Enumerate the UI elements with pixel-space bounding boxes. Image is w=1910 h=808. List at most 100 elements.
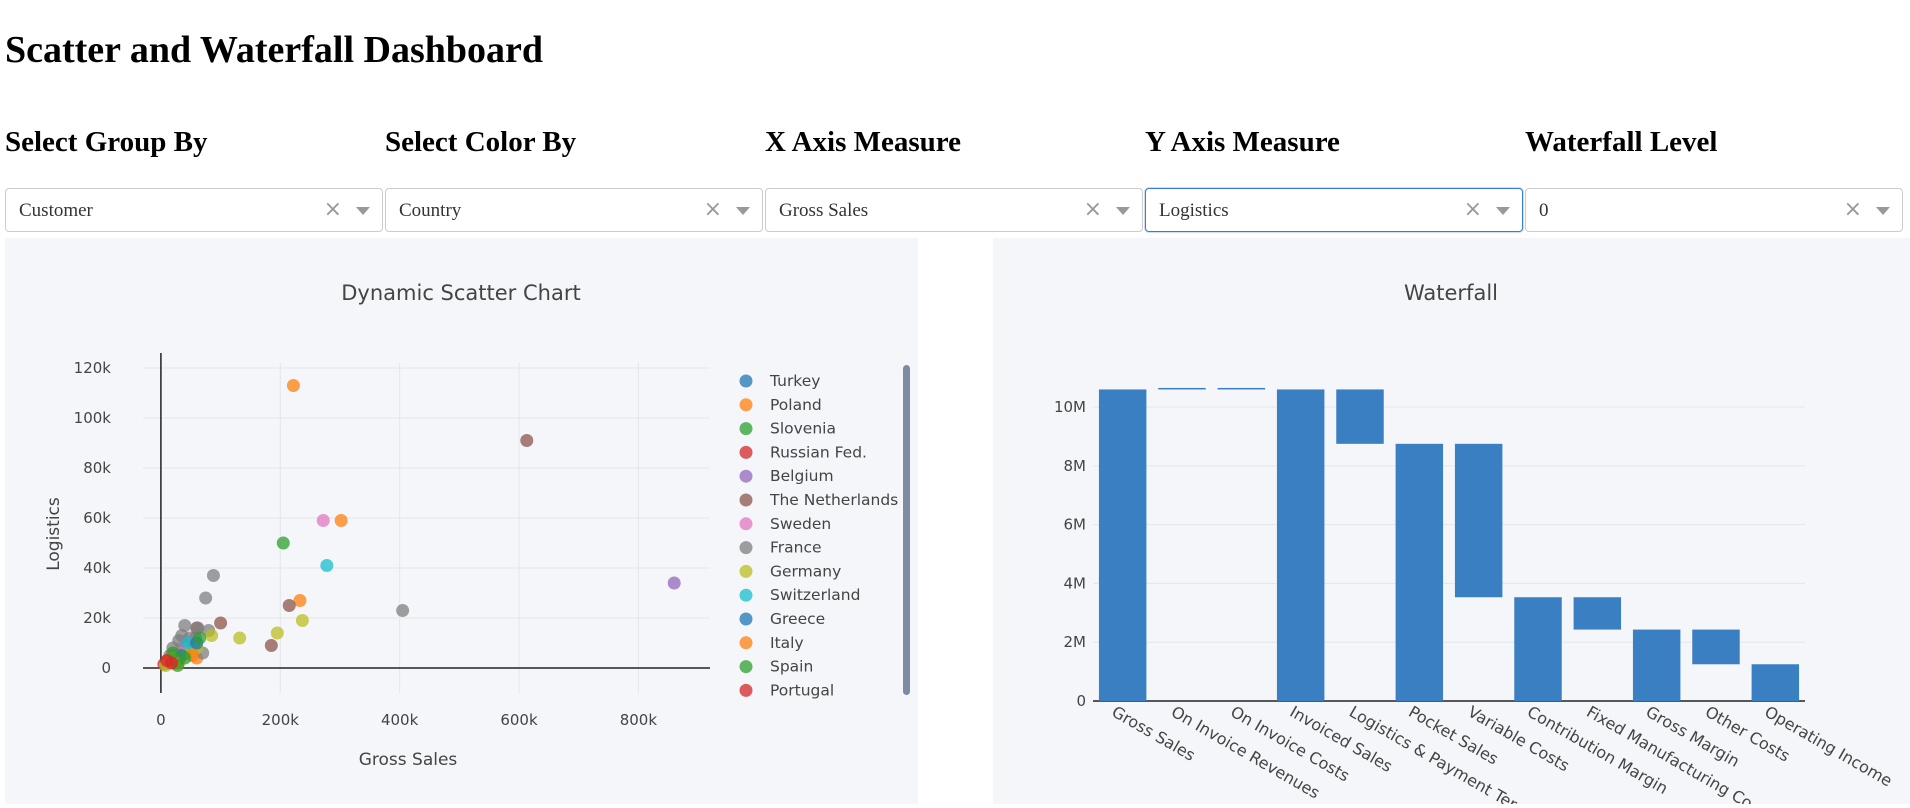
legend-item[interactable]: Russian Fed. [770, 443, 867, 461]
x-tick-label: 400k [381, 711, 419, 729]
legend-item[interactable]: Italy [770, 634, 804, 652]
legend-item[interactable]: Sweden [770, 515, 831, 533]
scatter-point[interactable] [270, 626, 284, 640]
clear-icon[interactable]: × [1843, 197, 1862, 222]
waterfall-bar[interactable] [1098, 389, 1147, 701]
legend-item[interactable]: Switzerland [770, 586, 860, 604]
scatter-point[interactable] [396, 604, 410, 617]
y-tick-label: 20k [83, 609, 111, 627]
scatter-point[interactable] [199, 591, 213, 605]
legend-item[interactable]: Poland [770, 396, 822, 414]
legend-marker[interactable] [739, 541, 753, 555]
legend-marker[interactable] [739, 517, 753, 531]
waterfall-bar[interactable] [1336, 389, 1384, 444]
scatter-panel: Dynamic Scatter Chart 0 200k 400k 600k 800k 0 2… [5, 238, 918, 804]
waterfall-bar[interactable] [1276, 389, 1325, 701]
scatter-point[interactable] [181, 636, 195, 650]
control-label: Select Color By [385, 126, 577, 158]
scatter-point[interactable] [205, 629, 219, 642]
y-tick-label: 0 [101, 659, 111, 677]
y-tick-label: 8M [1064, 457, 1087, 475]
scatter-chart[interactable]: Dynamic Scatter Chart 0 200k 400k 600k 800k 0 2… [5, 238, 918, 804]
chevron-down-icon[interactable] [1876, 207, 1890, 215]
waterfall-bar[interactable] [1454, 443, 1503, 598]
legend-item[interactable]: Spain [770, 658, 813, 676]
waterfall-bar[interactable] [1395, 443, 1444, 701]
y-tick-label: 100k [74, 409, 112, 427]
x-tick-label: 600k [500, 711, 538, 729]
y-tick-label: 2M [1064, 633, 1087, 651]
chevron-down-icon[interactable] [736, 207, 750, 215]
dropdown-select[interactable]: 0 × [1525, 188, 1903, 232]
dropdown-select[interactable]: Customer × [5, 188, 383, 232]
dropdown-select[interactable]: Logistics × [1145, 188, 1523, 232]
legend-marker[interactable] [739, 469, 753, 483]
legend-item[interactable]: Portugal [770, 681, 834, 699]
scatter-point[interactable] [316, 514, 330, 527]
scatter-point[interactable] [295, 614, 309, 627]
scatter-point[interactable] [214, 616, 228, 630]
chevron-down-icon[interactable] [1116, 207, 1130, 215]
waterfall-bar[interactable] [1514, 597, 1562, 701]
legend-marker[interactable] [739, 422, 753, 436]
chevron-down-icon[interactable] [1496, 207, 1510, 215]
legend-scrollbar[interactable] [903, 365, 910, 695]
legend-marker[interactable] [739, 374, 753, 388]
clear-icon[interactable]: × [323, 197, 342, 222]
y-tick-label: 0 [1076, 692, 1086, 710]
legend-item[interactable]: Greece [770, 610, 825, 628]
page-title: Scatter and Waterfall Dashboard [5, 29, 543, 71]
legend-marker[interactable] [739, 398, 753, 412]
waterfall-panel: Waterfall 0 2M 4M 6M 8M 10M Gross Sales On Invoi… [993, 238, 1910, 808]
scatter-point[interactable] [520, 434, 534, 447]
waterfall-bar[interactable] [1751, 664, 1800, 701]
scatter-point[interactable] [276, 536, 290, 550]
clear-icon[interactable]: × [703, 197, 722, 222]
scatter-point[interactable] [191, 621, 205, 635]
waterfall-bar[interactable] [1217, 387, 1266, 390]
x-tick-label: 0 [156, 711, 166, 729]
y-tick-label: 60k [83, 509, 111, 527]
legend-item[interactable]: Slovenia [770, 420, 836, 438]
legend-marker[interactable] [739, 660, 753, 674]
legend-marker[interactable] [739, 445, 753, 459]
dropdown-select[interactable]: Gross Sales × [765, 188, 1143, 232]
legend-marker[interactable] [739, 564, 753, 578]
chevron-down-icon[interactable] [356, 207, 370, 215]
legend-marker[interactable] [739, 636, 753, 650]
scatter-point[interactable] [282, 599, 296, 612]
legend-marker[interactable] [739, 612, 753, 626]
scatter-point[interactable] [334, 514, 348, 527]
scatter-point[interactable] [320, 559, 334, 572]
scatter-point[interactable] [264, 639, 278, 652]
waterfall-bar[interactable] [1573, 597, 1622, 630]
y-tick-label: 40k [83, 559, 111, 577]
scatter-point[interactable] [165, 656, 179, 670]
scatter-point[interactable] [193, 631, 207, 645]
legend-item[interactable]: Belgium [770, 467, 834, 485]
waterfall-bar[interactable] [1632, 629, 1681, 701]
scatter-point[interactable] [293, 594, 307, 607]
scatter-point[interactable] [286, 379, 300, 392]
scatter-point[interactable] [233, 631, 247, 645]
legend-item[interactable]: Germany [770, 562, 841, 580]
legend-item[interactable]: The Netherlands [769, 491, 898, 509]
legend-item[interactable]: France [770, 539, 822, 557]
chart-title: Waterfall [1404, 281, 1498, 305]
clear-icon[interactable]: × [1083, 197, 1102, 222]
y-tick-label: 6M [1064, 516, 1087, 534]
waterfall-bar[interactable] [1158, 387, 1206, 390]
scatter-point[interactable] [178, 619, 192, 632]
y-tick-label: 10M [1054, 398, 1086, 416]
dropdown-value: Country [399, 200, 462, 221]
dropdown-select[interactable]: Country × [385, 188, 763, 232]
legend-marker[interactable] [739, 588, 753, 602]
legend-marker[interactable] [739, 683, 753, 697]
clear-icon[interactable]: × [1463, 197, 1482, 222]
waterfall-bar[interactable] [1692, 629, 1740, 665]
scatter-point[interactable] [206, 569, 220, 582]
legend-item[interactable]: Turkey [769, 372, 820, 390]
legend-marker[interactable] [739, 493, 753, 507]
scatter-point[interactable] [667, 576, 681, 590]
